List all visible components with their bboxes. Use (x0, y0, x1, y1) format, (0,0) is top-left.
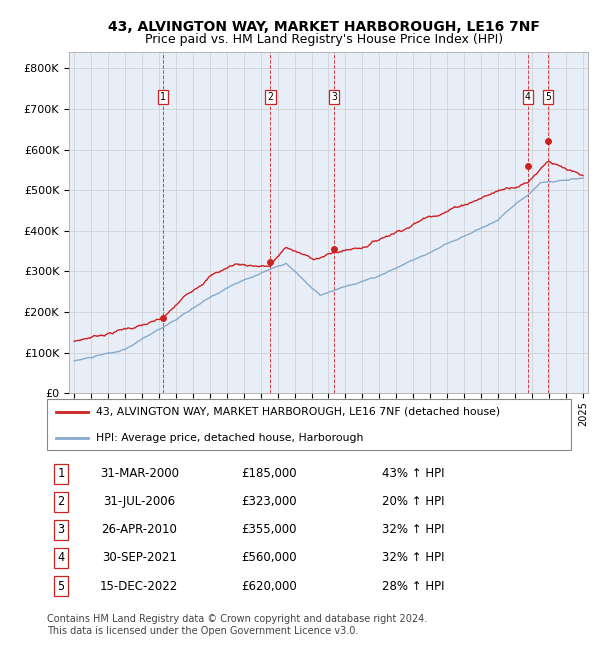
Text: 5: 5 (545, 92, 551, 101)
Text: 5: 5 (58, 580, 64, 593)
Text: Contains HM Land Registry data © Crown copyright and database right 2024.
This d: Contains HM Land Registry data © Crown c… (47, 614, 428, 636)
Text: 26-APR-2010: 26-APR-2010 (101, 523, 177, 536)
Text: 4: 4 (58, 551, 64, 564)
Text: 3: 3 (331, 92, 337, 101)
Text: 32% ↑ HPI: 32% ↑ HPI (382, 551, 445, 564)
Text: 4: 4 (525, 92, 531, 101)
Text: £323,000: £323,000 (241, 495, 296, 508)
Text: 30-SEP-2021: 30-SEP-2021 (102, 551, 176, 564)
Text: 20% ↑ HPI: 20% ↑ HPI (382, 495, 445, 508)
Text: 1: 1 (58, 467, 64, 480)
Text: 31-MAR-2000: 31-MAR-2000 (100, 467, 179, 480)
Text: £620,000: £620,000 (241, 580, 296, 593)
FancyBboxPatch shape (47, 398, 571, 450)
Text: £355,000: £355,000 (241, 523, 296, 536)
Text: 43% ↑ HPI: 43% ↑ HPI (382, 467, 445, 480)
Text: 28% ↑ HPI: 28% ↑ HPI (382, 580, 445, 593)
Text: £560,000: £560,000 (241, 551, 296, 564)
Text: 3: 3 (58, 523, 64, 536)
Text: 32% ↑ HPI: 32% ↑ HPI (382, 523, 445, 536)
Text: 31-JUL-2006: 31-JUL-2006 (103, 495, 175, 508)
Text: £185,000: £185,000 (241, 467, 296, 480)
Text: 43, ALVINGTON WAY, MARKET HARBOROUGH, LE16 7NF: 43, ALVINGTON WAY, MARKET HARBOROUGH, LE… (108, 20, 540, 34)
Text: HPI: Average price, detached house, Harborough: HPI: Average price, detached house, Harb… (96, 433, 364, 443)
Text: 43, ALVINGTON WAY, MARKET HARBOROUGH, LE16 7NF (detached house): 43, ALVINGTON WAY, MARKET HARBOROUGH, LE… (96, 407, 500, 417)
Text: 2: 2 (268, 92, 274, 101)
Text: 15-DEC-2022: 15-DEC-2022 (100, 580, 178, 593)
Text: 1: 1 (160, 92, 166, 101)
Text: Price paid vs. HM Land Registry's House Price Index (HPI): Price paid vs. HM Land Registry's House … (145, 32, 503, 46)
Text: 2: 2 (58, 495, 64, 508)
